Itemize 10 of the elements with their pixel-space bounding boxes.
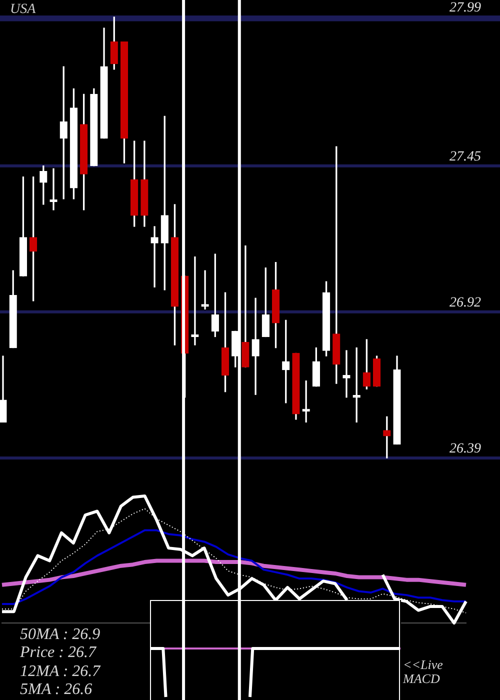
text: <<Live MACD bbox=[403, 657, 444, 687]
text: Price : 26.7 bbox=[20, 644, 96, 662]
y-tick-label: 26.92 bbox=[450, 296, 481, 311]
y-tick-label: 26.39 bbox=[450, 442, 481, 457]
y-tick-label: 27.99 bbox=[450, 0, 481, 16]
text: 5MA : 26.6 bbox=[20, 681, 92, 699]
text: 50MA : 26.9 bbox=[20, 626, 100, 644]
y-tick-label: 27.45 bbox=[450, 150, 481, 165]
text: 12MA : 26.7 bbox=[20, 662, 100, 680]
chart-title: USA bbox=[10, 2, 36, 18]
